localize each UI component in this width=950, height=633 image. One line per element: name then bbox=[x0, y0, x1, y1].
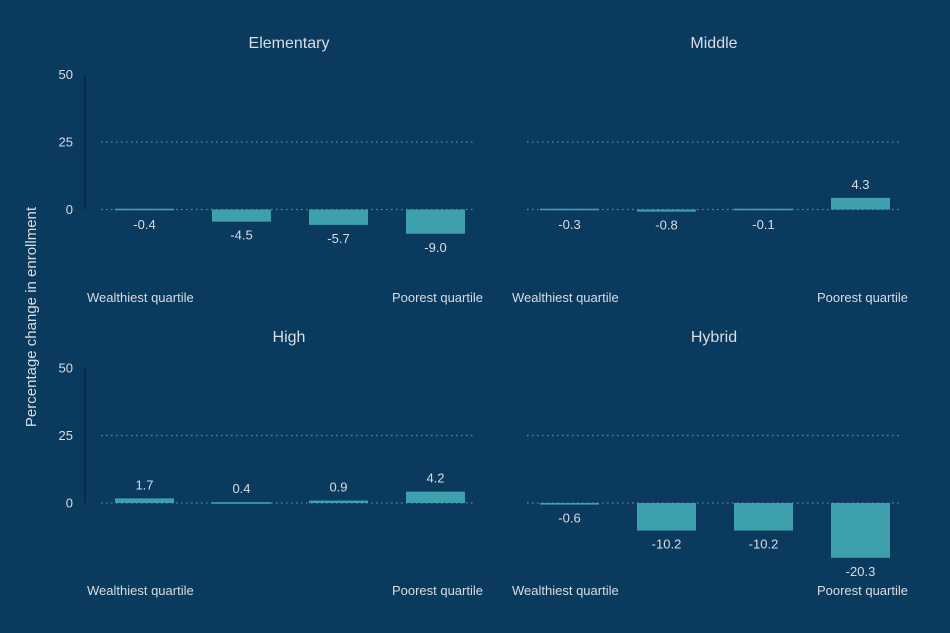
value-label: -0.1 bbox=[752, 217, 774, 232]
value-label: -0.4 bbox=[133, 217, 155, 232]
bar bbox=[115, 208, 174, 211]
panel-title-2: Middle bbox=[690, 35, 737, 52]
y-tick-label: 0 bbox=[66, 496, 73, 511]
value-label: 0.4 bbox=[232, 481, 250, 496]
value-label: -0.6 bbox=[558, 511, 580, 526]
bar bbox=[540, 503, 599, 505]
value-label: 4.3 bbox=[851, 177, 869, 192]
category-label-poorest: Poorest quartile bbox=[392, 583, 483, 598]
value-label: -10.2 bbox=[749, 537, 779, 552]
value-label: -0.8 bbox=[655, 218, 677, 233]
y-axis-title: Percentage change in enrollment bbox=[23, 206, 40, 427]
category-label-wealthiest: Wealthiest quartile bbox=[87, 290, 194, 305]
value-label: -10.2 bbox=[652, 537, 682, 552]
bar bbox=[309, 209, 368, 225]
y-tick-label: 25 bbox=[59, 428, 73, 443]
value-label: 1.7 bbox=[135, 477, 153, 492]
bar bbox=[831, 503, 890, 558]
value-label: 0.9 bbox=[329, 480, 347, 495]
y-tick-label: 0 bbox=[66, 202, 73, 217]
panel-title-3: High bbox=[273, 329, 306, 346]
category-label-poorest: Poorest quartile bbox=[392, 290, 483, 305]
bar bbox=[540, 208, 599, 211]
panel-title-4: Hybrid bbox=[691, 329, 737, 346]
bar bbox=[734, 208, 793, 211]
bar bbox=[406, 491, 465, 503]
bar bbox=[637, 503, 696, 531]
bar bbox=[309, 500, 368, 503]
category-label-wealthiest: Wealthiest quartile bbox=[512, 583, 619, 598]
y-tick-label: 50 bbox=[59, 361, 73, 376]
value-label: 4.2 bbox=[426, 471, 444, 486]
value-label: -5.7 bbox=[327, 231, 349, 246]
bar bbox=[212, 502, 271, 504]
category-label-poorest: Poorest quartile bbox=[817, 290, 908, 305]
value-label: -20.3 bbox=[846, 564, 876, 579]
y-tick-label: 50 bbox=[59, 67, 73, 82]
value-label: -0.3 bbox=[558, 217, 580, 232]
category-label-poorest: Poorest quartile bbox=[817, 583, 908, 598]
bar bbox=[212, 209, 271, 222]
y-tick-label: 25 bbox=[59, 135, 73, 150]
bar bbox=[734, 503, 793, 531]
category-label-wealthiest: Wealthiest quartile bbox=[87, 583, 194, 598]
bar bbox=[831, 197, 890, 210]
bar bbox=[637, 209, 696, 212]
value-label: -9.0 bbox=[424, 240, 446, 255]
bar bbox=[406, 209, 465, 234]
category-label-wealthiest: Wealthiest quartile bbox=[512, 290, 619, 305]
value-label: -4.5 bbox=[230, 228, 252, 243]
panel-title-1: Elementary bbox=[249, 35, 330, 52]
bar bbox=[115, 498, 174, 503]
